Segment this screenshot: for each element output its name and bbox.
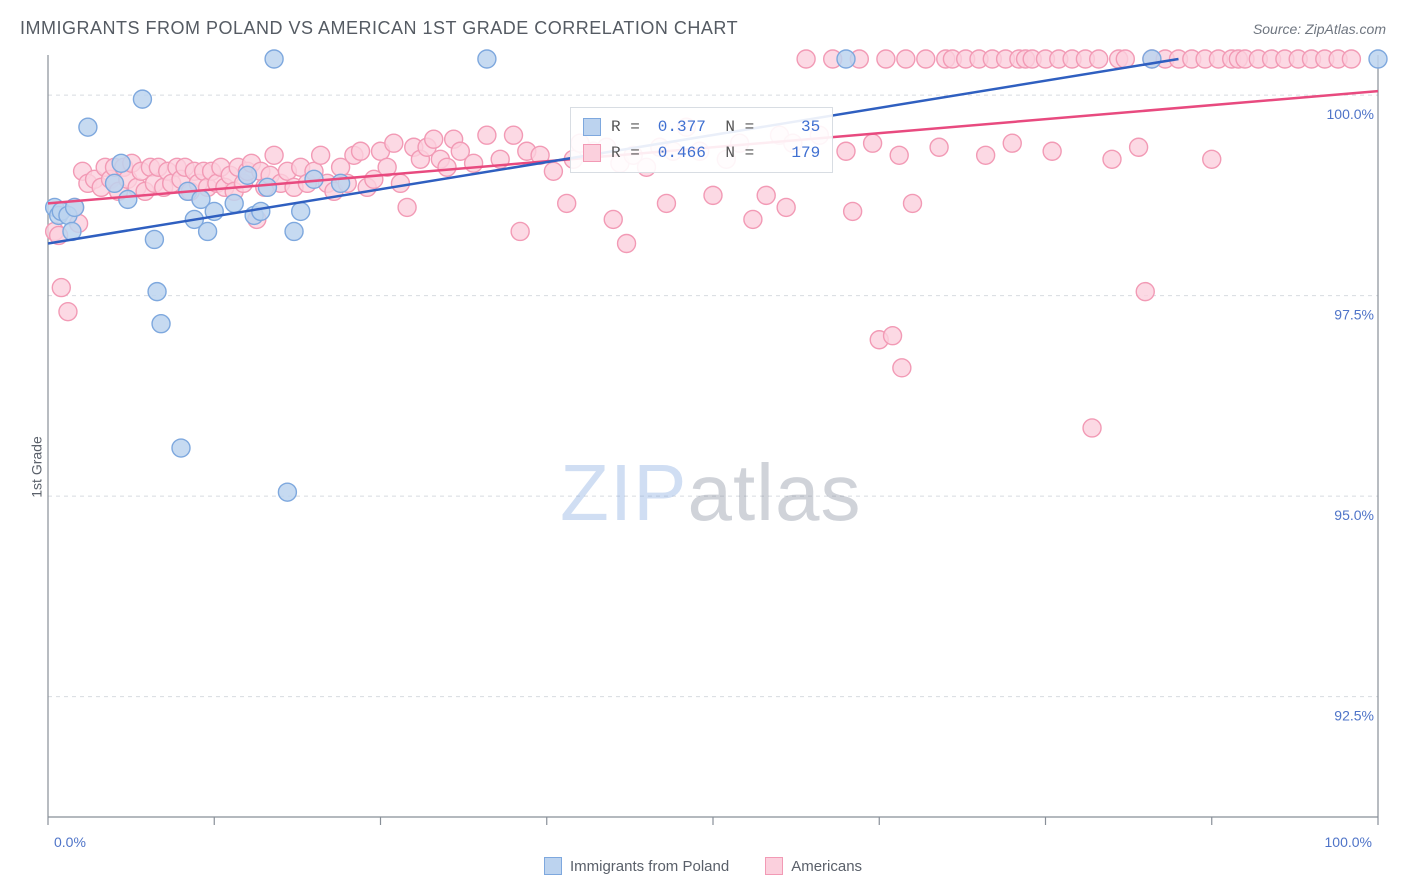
- data-point: [511, 222, 529, 240]
- data-point: [312, 146, 330, 164]
- stat-r-label: R =: [611, 144, 640, 162]
- correlation-stats-box: R = 0.377 N = 35 R = 0.466 N = 179: [570, 107, 833, 173]
- data-point: [897, 50, 915, 68]
- stat-r-label: R =: [611, 118, 640, 136]
- data-point: [385, 134, 403, 152]
- data-point: [704, 186, 722, 204]
- data-point: [844, 202, 862, 220]
- data-point: [777, 198, 795, 216]
- data-point: [119, 190, 137, 208]
- data-point: [1043, 142, 1061, 160]
- data-point: [106, 174, 124, 192]
- data-point: [930, 138, 948, 156]
- data-point: [438, 158, 456, 176]
- stat-r-value: 0.377: [650, 118, 706, 136]
- data-point: [884, 327, 902, 345]
- legend-label: Americans: [791, 858, 862, 875]
- data-point: [148, 283, 166, 301]
- data-point: [199, 222, 217, 240]
- chart-title: IMMIGRANTS FROM POLAND VS AMERICAN 1ST G…: [20, 18, 738, 39]
- legend-swatch: [583, 144, 601, 162]
- data-point: [59, 303, 77, 321]
- stats-row: R = 0.466 N = 179: [583, 140, 820, 166]
- legend-swatch: [765, 857, 783, 875]
- data-point: [52, 279, 70, 297]
- y-axis-label: 1st Grade: [29, 436, 45, 497]
- data-point: [133, 90, 151, 108]
- data-point: [1090, 50, 1108, 68]
- data-point: [478, 50, 496, 68]
- data-point: [1083, 419, 1101, 437]
- data-point: [977, 146, 995, 164]
- data-point: [145, 230, 163, 248]
- data-point: [893, 359, 911, 377]
- data-point: [544, 162, 562, 180]
- data-point: [465, 154, 483, 172]
- data-point: [239, 166, 257, 184]
- stat-r-value: 0.466: [650, 144, 706, 162]
- data-point: [558, 194, 576, 212]
- stat-n-value: 35: [764, 118, 820, 136]
- y-tick-label: 95.0%: [1334, 507, 1374, 523]
- data-point: [837, 50, 855, 68]
- stat-n-value: 179: [764, 144, 820, 162]
- y-tick-label: 92.5%: [1334, 708, 1374, 724]
- legend-swatch: [583, 118, 601, 136]
- data-point: [1369, 50, 1387, 68]
- data-point: [837, 142, 855, 160]
- data-point: [864, 134, 882, 152]
- legend-item: Americans: [765, 857, 862, 875]
- data-point: [258, 178, 276, 196]
- data-point: [917, 50, 935, 68]
- source-label: Source: ZipAtlas.com: [1253, 21, 1386, 37]
- data-point: [398, 198, 416, 216]
- data-point: [877, 50, 895, 68]
- data-point: [265, 146, 283, 164]
- data-point: [391, 174, 409, 192]
- y-tick-label: 97.5%: [1334, 307, 1374, 323]
- stat-n-label: N =: [716, 118, 754, 136]
- data-point: [757, 186, 775, 204]
- data-point: [1116, 50, 1134, 68]
- x-tick-label: 100.0%: [1325, 834, 1372, 850]
- data-point: [744, 210, 762, 228]
- chart-container: 1st Grade 92.5% 95.0% 97.5% 100.0% 0.0% 100.0…: [0, 47, 1406, 887]
- data-point: [478, 126, 496, 144]
- scatter-chart: 92.5% 95.0% 97.5% 100.0% 0.0% 100.0%: [0, 47, 1406, 887]
- data-point: [505, 126, 523, 144]
- data-point: [172, 439, 190, 457]
- data-point: [265, 50, 283, 68]
- stat-n-label: N =: [716, 144, 754, 162]
- data-point: [285, 222, 303, 240]
- data-point: [618, 234, 636, 252]
- data-point: [292, 202, 310, 220]
- data-point: [1130, 138, 1148, 156]
- data-point: [657, 194, 675, 212]
- data-point: [1003, 134, 1021, 152]
- data-point: [425, 130, 443, 148]
- data-point: [890, 146, 908, 164]
- data-point: [79, 118, 97, 136]
- legend-swatch: [544, 857, 562, 875]
- y-tick-label: 100.0%: [1327, 106, 1374, 122]
- data-point: [797, 50, 815, 68]
- legend: Immigrants from Poland Americans: [0, 857, 1406, 879]
- legend-label: Immigrants from Poland: [570, 858, 729, 875]
- data-point: [112, 154, 130, 172]
- data-point: [152, 315, 170, 333]
- data-point: [278, 483, 296, 501]
- data-point: [1103, 150, 1121, 168]
- legend-item: Immigrants from Poland: [544, 857, 729, 875]
- data-point: [352, 142, 370, 160]
- data-point: [904, 194, 922, 212]
- data-point: [1342, 50, 1360, 68]
- x-tick-label: 0.0%: [54, 834, 86, 850]
- stats-row: R = 0.377 N = 35: [583, 114, 820, 140]
- data-point: [1136, 283, 1154, 301]
- data-point: [252, 202, 270, 220]
- data-point: [225, 194, 243, 212]
- data-point: [604, 210, 622, 228]
- data-point: [1203, 150, 1221, 168]
